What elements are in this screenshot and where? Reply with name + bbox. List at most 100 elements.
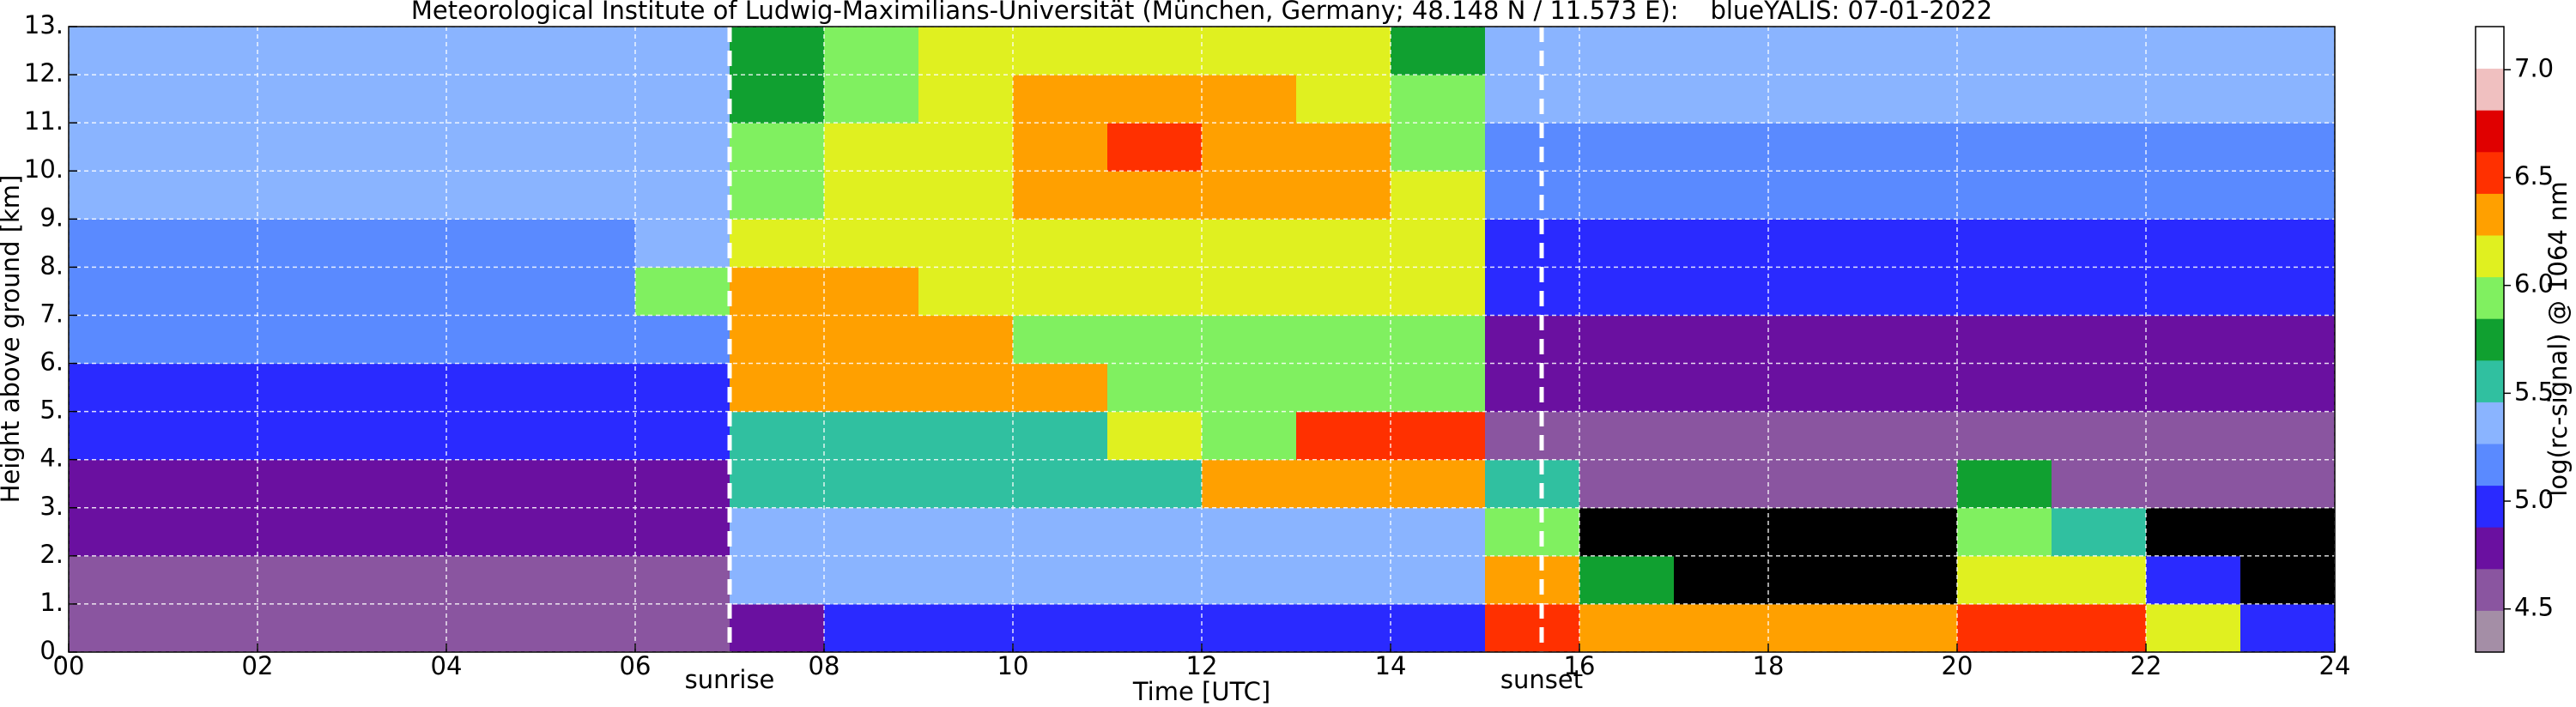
- heatmap-cell: [918, 603, 1014, 653]
- heatmap-cell: [1013, 411, 1108, 461]
- heatmap-cell: [1957, 219, 2052, 268]
- y-tick-label: 12.: [24, 58, 64, 88]
- heatmap-cell: [918, 219, 1014, 268]
- heatmap-cell: [824, 411, 919, 461]
- heatmap-cell: [1863, 459, 1958, 509]
- heatmap-cell: [541, 27, 636, 76]
- heatmap-cell: [1957, 27, 2052, 76]
- annotation-label: sunrise: [685, 665, 775, 694]
- heatmap-cell: [1107, 507, 1203, 557]
- heatmap-cell: [1296, 75, 1391, 124]
- heatmap-cell: [1863, 219, 1958, 268]
- x-tick-label: 02: [242, 651, 274, 680]
- heatmap-cell: [824, 603, 919, 653]
- heatmap-cell: [1296, 603, 1391, 653]
- heatmap-cell: [2240, 267, 2336, 316]
- heatmap-cell: [1107, 75, 1203, 124]
- heatmap-cell: [1013, 315, 1108, 365]
- heatmap-cell: [1296, 507, 1391, 557]
- heatmap-cell: [541, 123, 636, 172]
- plot-frame: [68, 26, 2336, 653]
- heatmap-cell: [1013, 603, 1108, 653]
- heatmap-cell: [446, 363, 542, 413]
- colorbar-tick-label: 5.0: [2514, 485, 2554, 514]
- heatmap-cell: [2052, 219, 2147, 268]
- heatmap-cell: [824, 123, 919, 172]
- heatmap-cell: [1296, 459, 1391, 509]
- heatmap-cell: [2146, 363, 2241, 413]
- heatmap-cell: [541, 555, 636, 605]
- colorbar-tick-label: 7.0: [2514, 53, 2554, 82]
- heatmap-cell: [1202, 555, 1297, 605]
- heatmap-cell: [1391, 315, 1486, 365]
- x-tick-label: 16: [1564, 651, 1596, 680]
- heatmap-cell: [1863, 27, 1958, 76]
- heatmap-cell: [1957, 123, 2052, 172]
- heatmap-cell: [1957, 603, 2052, 653]
- colorbar-segment: [2476, 444, 2504, 486]
- heatmap-cell: [1485, 123, 1580, 172]
- colorbar-segment: [2476, 276, 2504, 319]
- heatmap-cell: [446, 459, 542, 509]
- heatmap-cell: [258, 219, 353, 268]
- heatmap-cell: [1863, 267, 1958, 316]
- heatmap-cell: [1296, 171, 1391, 220]
- heatmap-cell: [352, 123, 447, 172]
- heatmap-cell: [446, 267, 542, 316]
- heatmap-cell: [1296, 219, 1391, 268]
- heatmap-cell: [352, 459, 447, 509]
- y-tick-label: 4.: [39, 444, 64, 473]
- chart-title: Meteorological Institute of Ludwig-Maxim…: [411, 0, 1992, 25]
- heatmap-cell: [2146, 267, 2241, 316]
- heatmap-cell: [1485, 171, 1580, 220]
- heatmap-cell: [1202, 363, 1297, 413]
- heatmap-cell: [2240, 459, 2336, 509]
- colorbar-tick-label: 6.5: [2514, 161, 2554, 190]
- heatmap-cell: [1579, 459, 1675, 509]
- y-tick-label: 11.: [24, 106, 64, 136]
- heatmap-cell: [1768, 603, 1864, 653]
- heatmap-cell: [1768, 411, 1864, 461]
- heatmap-cell: [541, 459, 636, 509]
- heatmap-cell: [446, 171, 542, 220]
- heatmap-cell: [730, 123, 825, 172]
- heatmap-cell: [824, 267, 919, 316]
- heatmap-cell: [1391, 171, 1486, 220]
- x-tick-label: 18: [1753, 651, 1785, 680]
- heatmap-cell: [1674, 75, 1769, 124]
- heatmap-cell: [2146, 123, 2241, 172]
- heatmap-cell: [1957, 171, 2052, 220]
- x-axis-label: Time [UTC]: [1132, 677, 1270, 706]
- heatmap-cell: [1202, 315, 1297, 365]
- heatmap-cell: [541, 75, 636, 124]
- colorbar-tick-label: 5.5: [2514, 377, 2554, 406]
- heatmap-cell: [1863, 171, 1958, 220]
- heatmap-cell: [2146, 555, 2241, 605]
- heatmap-cell: [258, 459, 353, 509]
- heatmap-cell: [1013, 363, 1108, 413]
- heatmap-cell: [635, 363, 730, 413]
- colorbar-label: log(rc-signal) @ 1064 nm: [2543, 181, 2573, 496]
- colorbar-segment: [2476, 27, 2504, 69]
- heatmap-cell: [352, 75, 447, 124]
- heatmap-cell: [69, 315, 164, 365]
- heatmap-cell: [163, 171, 258, 220]
- heatmap-cell: [541, 315, 636, 365]
- heatmap-cell: [1485, 267, 1580, 316]
- heatmap-cell: [1768, 507, 1864, 557]
- heatmap-cell: [1107, 171, 1203, 220]
- heatmap-cell: [1202, 267, 1297, 316]
- heatmap-cell: [1768, 123, 1864, 172]
- heatmap-cell: [1579, 27, 1675, 76]
- heatmap-cell: [1013, 555, 1108, 605]
- heatmap-cell: [1202, 75, 1297, 124]
- heatmap-cell: [69, 219, 164, 268]
- heatmap-cell: [1579, 507, 1675, 557]
- heatmap-cell: [824, 75, 919, 124]
- heatmap-cell: [635, 171, 730, 220]
- heatmap-cell: [1768, 555, 1864, 605]
- heatmap-cell: [824, 507, 919, 557]
- heatmap-cell: [1013, 123, 1108, 172]
- heatmap-cell: [1013, 219, 1108, 268]
